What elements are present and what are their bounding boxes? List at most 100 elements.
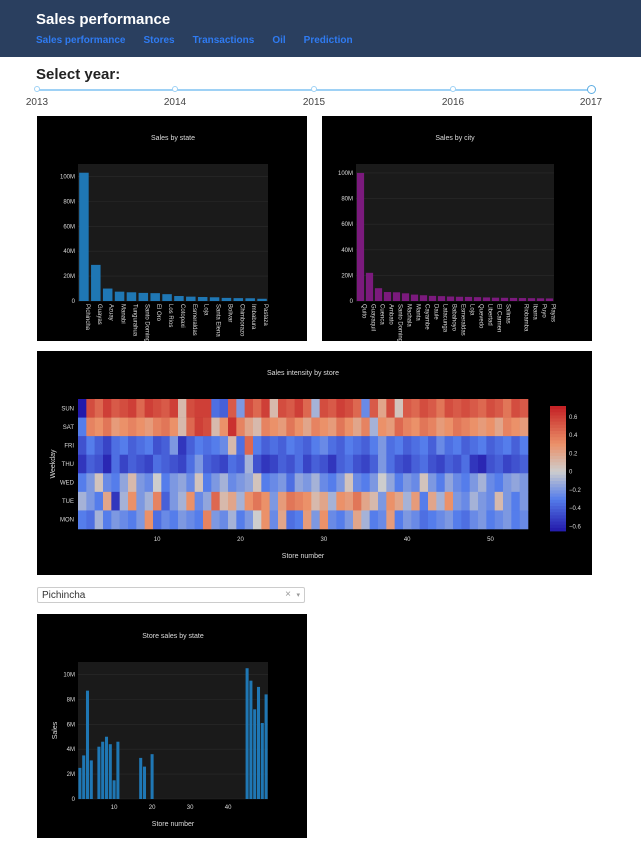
heatmap-cell: [294, 399, 304, 418]
heatmap-cell: [86, 510, 95, 530]
heatmap-cell: [111, 491, 120, 511]
heatmap-cell: [161, 436, 170, 456]
heatmap-cell: [186, 417, 195, 437]
year-slider-mark[interactable]: [34, 86, 40, 92]
heatmap-cell: [453, 454, 462, 474]
heatmap-cell: [186, 510, 195, 530]
heatmap-cell: [369, 399, 379, 418]
heatmap-cell: [478, 454, 487, 474]
heatmap-cell: [211, 454, 220, 474]
nav-link-prediction[interactable]: Prediction: [303, 35, 353, 46]
year-label[interactable]: 2017: [579, 97, 603, 108]
store-sales-plot: Store sales by state 0 2M 4M 6M 8M 10M 10 20 30 40…: [52, 633, 268, 828]
y-tick-label: 4M: [67, 747, 75, 753]
chevron-down-icon[interactable]: ▾: [296, 592, 300, 599]
nav-link-oil[interactable]: Oil: [272, 35, 286, 46]
heatmap-cell: [86, 491, 95, 511]
heatmap-cell: [169, 436, 179, 456]
heatmap-cell: [236, 417, 245, 437]
state-dropdown[interactable]: Pichincha × ▾: [37, 587, 305, 603]
heatmap-cell: [469, 491, 479, 511]
x-tick-label: El Carmen: [496, 304, 502, 332]
top-header: Sales performance Sales performance Stor…: [0, 0, 641, 57]
heatmap-cell: [386, 473, 395, 493]
heatmap-cell: [428, 491, 437, 511]
heatmap-cell: [311, 491, 320, 511]
heatmap-cell: [219, 399, 229, 418]
nav-link-sales-performance[interactable]: Sales performance: [36, 35, 126, 46]
year-slider-mark[interactable]: [450, 86, 456, 92]
heatmap-cell: [478, 510, 487, 530]
y-tick-label: SAT: [63, 425, 75, 431]
nav-link-transactions[interactable]: Transactions: [192, 35, 255, 46]
bar: [89, 760, 93, 799]
heatmap-cell: [328, 399, 337, 418]
bar: [101, 741, 105, 799]
year-slider-mark[interactable]: [311, 86, 317, 92]
heatmap-cell: [411, 473, 420, 493]
bar: [392, 292, 401, 301]
x-tick-label: Playas: [550, 304, 556, 322]
y-tick-label: 8M: [67, 697, 75, 703]
x-tick-label: Santa Elena: [215, 304, 221, 337]
bar: [419, 295, 428, 301]
y-tick-label: WED: [60, 481, 75, 487]
bar: [473, 297, 482, 301]
year-slider-mark[interactable]: [172, 86, 178, 92]
heatmap-cell: [128, 454, 137, 474]
x-tick-label: Daule: [433, 304, 439, 320]
heatmap-cell: [203, 436, 212, 456]
heatmap-cell: [178, 473, 187, 493]
colorbar-segment: [550, 465, 566, 469]
heatmap-cell: [403, 473, 412, 493]
heatmap-cell: [303, 510, 312, 530]
heatmap-cell: [236, 436, 245, 456]
heatmap-cell: [228, 510, 237, 530]
year-label[interactable]: 2015: [302, 97, 326, 108]
year-slider-handle[interactable]: [587, 85, 596, 94]
clear-icon[interactable]: ×: [285, 589, 291, 600]
heatmap-cell: [336, 510, 345, 530]
heatmap-cell: [286, 399, 295, 418]
heatmap-cell: [153, 473, 162, 493]
colorbar-segment: [550, 409, 566, 413]
heatmap-cell: [503, 454, 512, 474]
sales-by-state-chart: Sales by state 0 20M 40M 60M 80M 100M Pichincha…: [37, 116, 307, 346]
y-tick-label: 10M: [63, 672, 75, 678]
heatmap-cell: [394, 491, 404, 511]
year-label[interactable]: 2016: [441, 97, 465, 108]
year-label[interactable]: 2014: [163, 97, 187, 108]
heatmap-cell: [219, 510, 229, 530]
x-tick-label: Loja: [203, 304, 209, 316]
heatmap-cell: [153, 510, 162, 530]
colorbar-segment: [550, 490, 566, 494]
heatmap-cell: [211, 510, 220, 530]
colorbar-segment: [550, 415, 566, 419]
bar: [536, 298, 545, 301]
heatmap-cell: [286, 417, 295, 437]
bar: [114, 291, 125, 301]
heatmap-cell: [486, 473, 495, 493]
heatmap-cell: [269, 436, 279, 456]
colorbar-segment: [550, 518, 566, 523]
heatmap-cell: [403, 510, 412, 530]
heatmap-cell: [261, 510, 270, 530]
colorbar-segment: [550, 449, 566, 454]
heatmap-cell: [444, 473, 454, 493]
heatmap-cell: [128, 491, 137, 511]
heatmap-cell: [244, 436, 254, 456]
heatmap-cell: [444, 491, 454, 511]
heatmap-cell: [211, 473, 220, 493]
colorbar-segment: [550, 509, 566, 513]
nav-link-stores[interactable]: Stores: [143, 35, 175, 46]
heatmap-cell: [311, 436, 320, 456]
bar: [142, 766, 147, 799]
heatmap-cell: [253, 473, 262, 493]
heatmap-cell: [386, 491, 395, 511]
y-tick-label: 6M: [67, 722, 75, 728]
year-label[interactable]: 2013: [25, 97, 49, 108]
heatmap-cell: [369, 491, 379, 511]
bar: [82, 755, 86, 799]
heatmap-cell: [103, 491, 112, 511]
sales-by-city-chart: Sales by city 0 20M 40M 60M 80M 100M Quito Guaya…: [322, 116, 592, 346]
